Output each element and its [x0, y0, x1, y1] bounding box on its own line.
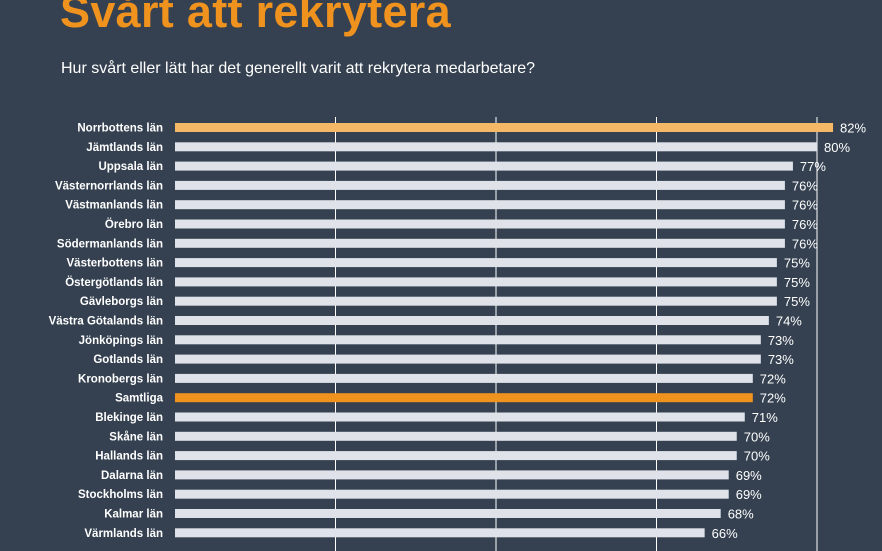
- category-label: Norrbottens län: [77, 123, 163, 135]
- data-label: 76%: [792, 178, 818, 193]
- data-label: 74%: [776, 314, 802, 329]
- data-label: 68%: [728, 507, 754, 522]
- data-label: 76%: [792, 217, 818, 232]
- data-label: 73%: [768, 333, 794, 348]
- data-label: 66%: [712, 526, 738, 541]
- category-label: Dalarna län: [101, 470, 163, 482]
- bar: [175, 373, 753, 383]
- category-label: Gotlands län: [93, 354, 163, 366]
- category-label: Stockholms län: [78, 489, 163, 501]
- bar: [175, 200, 785, 210]
- category-label: Skåne län: [109, 431, 163, 443]
- category-label: Kronobergs län: [78, 373, 163, 385]
- category-label: Hallands län: [95, 451, 163, 463]
- bar: [175, 489, 729, 499]
- data-label: 70%: [744, 429, 770, 444]
- data-label: 72%: [760, 371, 786, 386]
- category-label: Östergötlands län: [65, 276, 163, 289]
- data-label: 75%: [784, 294, 810, 309]
- bar: [175, 258, 777, 268]
- page-title: Svårt att rekrytera: [60, 0, 451, 37]
- data-label: 77%: [800, 159, 826, 174]
- bar: [175, 123, 834, 132]
- data-label: 72%: [760, 391, 786, 406]
- bar: [175, 393, 753, 403]
- bar: [175, 335, 761, 345]
- data-label: 70%: [744, 449, 770, 464]
- data-label: 76%: [792, 198, 818, 213]
- data-label: 76%: [792, 236, 818, 251]
- data-label: 71%: [752, 410, 778, 425]
- category-label: Västerbottens län: [67, 258, 164, 270]
- bar: [175, 238, 785, 248]
- data-label: 69%: [736, 468, 762, 483]
- page-subtitle: Hur svårt eller lätt har det generellt v…: [61, 60, 535, 77]
- data-label: 75%: [784, 256, 810, 271]
- category-label: Västra Götalands län: [49, 316, 163, 328]
- category-label: Kalmar län: [104, 509, 163, 521]
- data-label: 75%: [784, 275, 810, 290]
- category-label: Örebro län: [105, 218, 163, 231]
- bar: [175, 142, 817, 152]
- bar: [175, 509, 721, 518]
- data-label: 82%: [840, 121, 866, 136]
- bar: [175, 528, 705, 538]
- bar: [175, 412, 745, 422]
- bar: [175, 219, 785, 229]
- bar-series: Norrbottens län 82% Jämtlands län 80% Uppsal…: [49, 121, 867, 541]
- data-label: 80%: [824, 140, 850, 155]
- bar: [175, 431, 737, 441]
- category-label: Samtliga: [115, 393, 164, 405]
- category-label: Värmlands län: [84, 528, 163, 540]
- bar: [175, 296, 777, 306]
- data-label: 73%: [768, 352, 794, 367]
- category-label: Gävleborgs län: [80, 296, 163, 308]
- category-label: Uppsala län: [98, 161, 163, 173]
- bar: [175, 316, 769, 325]
- category-label: Jönköpings län: [79, 335, 163, 347]
- bar: [175, 470, 729, 480]
- bar: [175, 354, 761, 364]
- category-label: Jämtlands län: [86, 142, 163, 154]
- category-label: Södermanlands län: [57, 238, 163, 250]
- data-label: 69%: [736, 487, 762, 502]
- bar: [175, 180, 785, 190]
- category-label: Blekinge län: [95, 412, 163, 424]
- bar: [175, 277, 777, 287]
- category-label: Västernorrlands län: [55, 180, 163, 192]
- bar: [175, 161, 793, 171]
- bar: [175, 451, 737, 461]
- category-label: Västmanlands län: [65, 200, 163, 212]
